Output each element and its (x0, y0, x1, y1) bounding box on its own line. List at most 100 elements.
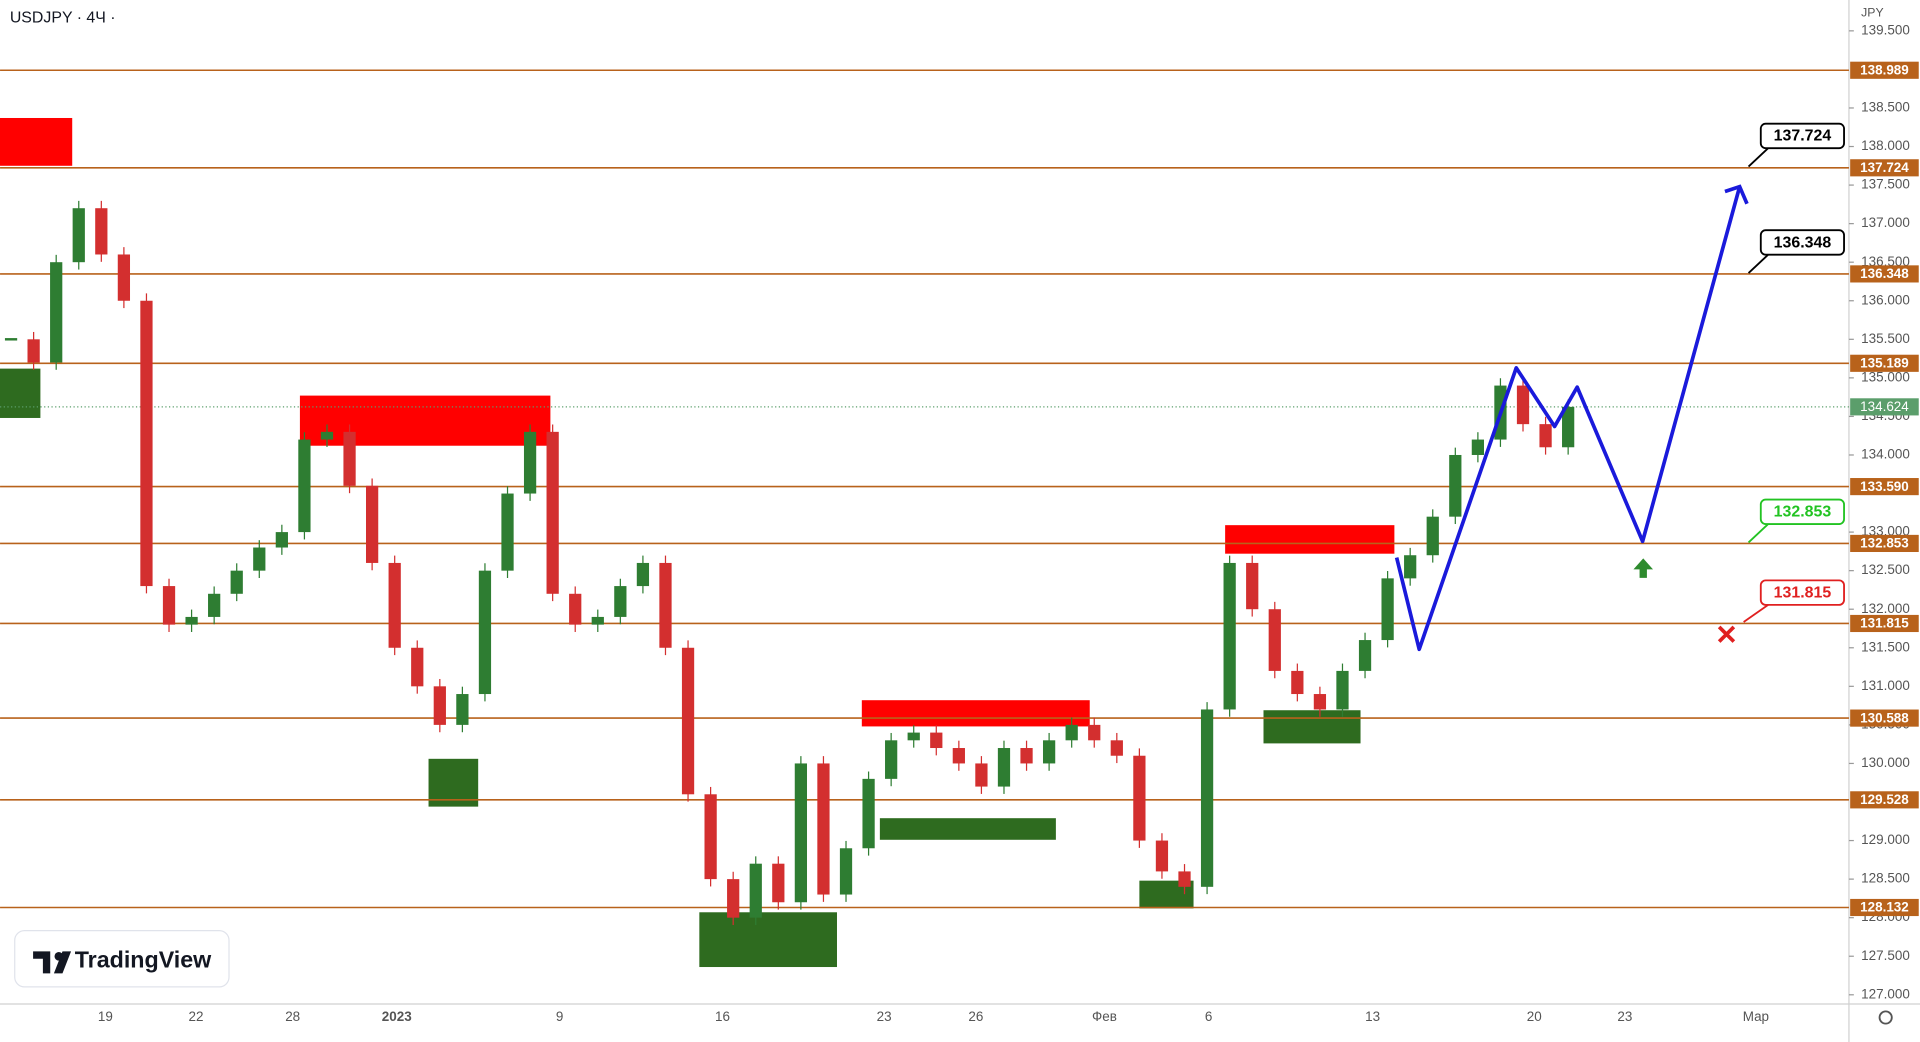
candle-body (907, 732, 920, 741)
candle-body (343, 431, 356, 486)
y-tick-label: 131.000 (1861, 678, 1910, 693)
candle-body (1562, 406, 1575, 448)
y-tick-label: 138.000 (1861, 138, 1910, 153)
zone (699, 912, 837, 968)
logo-dot (54, 952, 64, 961)
candle-body (704, 794, 717, 880)
candle-body (456, 694, 469, 725)
candle-body (1268, 609, 1281, 671)
annotation-box (1759, 498, 1845, 525)
candle-body (72, 208, 85, 263)
zone (1263, 710, 1361, 744)
level-label-bg (1850, 534, 1919, 553)
annotation-text: 132.853 (1774, 504, 1832, 521)
level-label: 130.588 (1860, 710, 1909, 725)
level-label: 131.815 (1860, 616, 1909, 631)
axes: 139.500 138.500 138.000 137.500 137.000 136.5… (98, 22, 1919, 1024)
level-label-bg (1850, 898, 1919, 917)
candle-body (1065, 724, 1078, 741)
zone (0, 117, 73, 166)
level-label: 136.348 (1860, 266, 1909, 281)
candle-body (1449, 454, 1462, 517)
candle-body (1246, 562, 1259, 610)
x-tick-label: 9 (556, 1009, 563, 1024)
current-price-bg (1850, 398, 1919, 416)
candle-body (862, 778, 875, 849)
currency[interactable]: JPY (1861, 6, 1883, 20)
candle-body (681, 647, 695, 795)
level-label: 132.853 (1860, 536, 1909, 551)
candle-body (885, 740, 898, 779)
y-tick-label: 135.000 (1861, 369, 1910, 384)
candle-body (523, 431, 537, 494)
candle-body (1471, 439, 1484, 455)
y-tick-label: 128.500 (1861, 871, 1910, 886)
candle-body (1313, 694, 1327, 710)
logo-box[interactable] (14, 929, 230, 988)
candle-body (320, 431, 334, 440)
candles (4, 200, 1575, 926)
settings-icon[interactable] (1878, 1010, 1893, 1025)
candle-body (1200, 709, 1214, 887)
candle-body (1358, 640, 1372, 671)
zone (299, 395, 551, 446)
candle-body (478, 570, 492, 695)
candle-body (185, 616, 198, 625)
candle-body (1336, 670, 1349, 710)
y-tick-label: 139.500 (1861, 22, 1910, 37)
candle-body (1539, 424, 1552, 448)
candle-body (749, 863, 762, 918)
y-tick-label: 132.000 (1861, 601, 1910, 616)
candle-body (95, 208, 108, 255)
candle-body (230, 570, 243, 594)
level-label: 137.724 (1860, 160, 1909, 175)
annotation-leader (1747, 147, 1769, 168)
current-price-label: 134.624 (1860, 399, 1909, 414)
candle-body (546, 431, 559, 594)
candle-body (1426, 516, 1439, 556)
x-tick-label: 22 (188, 1009, 203, 1024)
x-tick-label: 23 (877, 1009, 892, 1024)
candle-body (569, 593, 582, 625)
level-label: 135.189 (1860, 355, 1909, 370)
x-tick-label: 6 (1205, 1009, 1212, 1024)
y-tick-label: 134.000 (1861, 447, 1910, 462)
x-tick-label: Фев (1092, 1009, 1117, 1024)
candle-body (997, 748, 1011, 787)
projection-path (1394, 186, 1742, 652)
zone (879, 818, 1056, 840)
level-label-bg (1850, 354, 1919, 372)
projection-arrowhead (1724, 184, 1749, 205)
annotation-leader (1747, 523, 1769, 544)
candle-body (794, 763, 808, 903)
x-tick-label: Мар (1743, 1009, 1769, 1024)
candle-body (501, 493, 514, 571)
candle-body (636, 562, 650, 587)
candle-body (388, 562, 401, 648)
candle-body (817, 763, 830, 895)
x-tick-label: 13 (1365, 1009, 1380, 1024)
y-tick-label: 136.000 (1861, 292, 1910, 307)
level-label-bg (1850, 265, 1919, 283)
candle-body (162, 586, 176, 625)
x-tick-label: 20 (1527, 1009, 1542, 1024)
candle-body (411, 647, 424, 687)
candle-body (839, 848, 853, 895)
level-label: 133.590 (1860, 479, 1909, 494)
x-tick-label: 26 (968, 1009, 983, 1024)
logo-text[interactable]: TradingView (75, 946, 212, 972)
x-tick-label: 28 (285, 1009, 300, 1024)
zone (861, 700, 1090, 727)
candle-body (930, 732, 943, 749)
candle-body (952, 748, 965, 764)
zones (0, 117, 1395, 968)
candle-body (433, 686, 446, 725)
y-tick-label: 130.000 (1861, 755, 1910, 770)
candle-body (591, 616, 604, 625)
y-tick-label: 127.500 (1861, 948, 1910, 963)
x-tick-label: 16 (715, 1009, 730, 1024)
candle-body (208, 593, 221, 617)
